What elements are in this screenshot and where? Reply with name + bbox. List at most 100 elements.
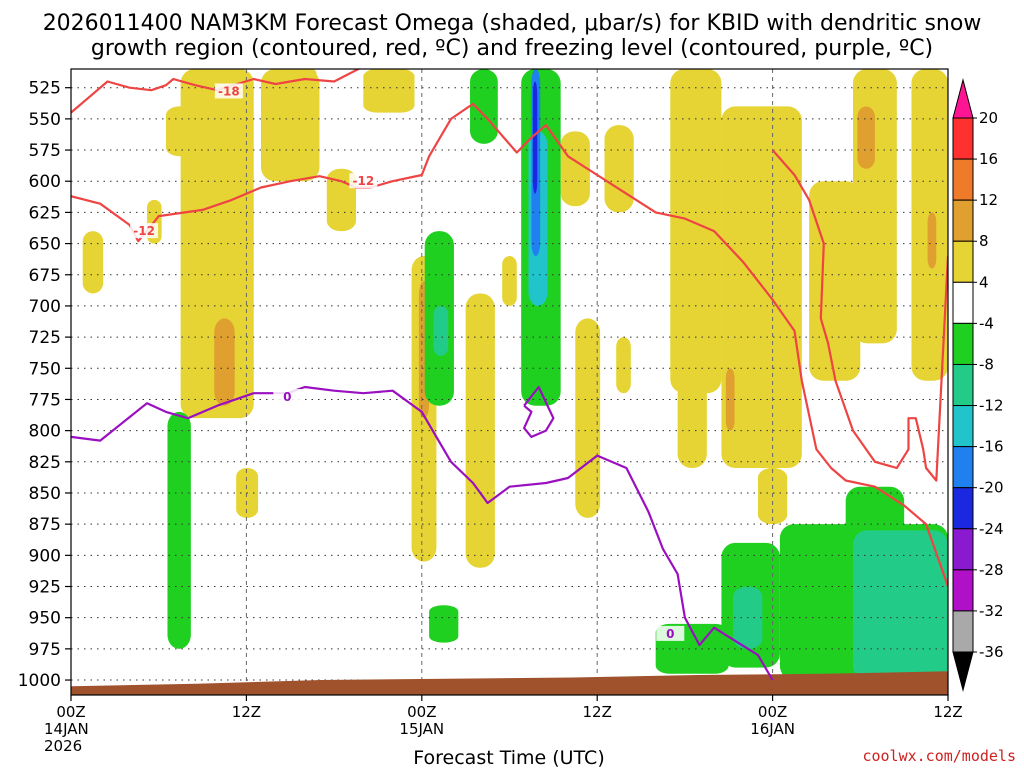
x-tick-label-24-1: 15JAN <box>399 720 444 738</box>
omega-shade-orange-21 <box>725 368 735 431</box>
colorbar-segment-12 <box>952 158 974 201</box>
colorbar-label--8: -8 <box>979 355 994 373</box>
colorbar-label--12: -12 <box>979 397 1004 415</box>
omega-shade-yellow-11 <box>465 293 495 568</box>
contour-line-1 <box>71 102 948 587</box>
x-tick-label-0-1: 14JAN <box>44 720 89 738</box>
omega-shade-yellow-15 <box>575 318 601 518</box>
contour-label-0: -18 <box>218 84 240 98</box>
y-tick-label-775: 775 <box>29 390 61 410</box>
colorbar-label--32: -32 <box>979 602 1004 620</box>
y-tick-label-950: 950 <box>29 609 61 629</box>
y-axis-ticks: 525 550 575 600 625 650 675 700 725 750 775 800 825 8… <box>18 79 71 691</box>
omega-shade-yellow-23 <box>809 181 861 381</box>
colorbar-segment--8 <box>952 322 974 365</box>
terrain-layer <box>71 671 948 695</box>
x-tick-label-48-0: 00Z <box>758 703 787 721</box>
terrain-surface <box>71 671 948 695</box>
x-tick-label-0-2: 2026 <box>44 737 82 755</box>
y-tick-label-800: 800 <box>29 422 61 442</box>
omega-shade-teal-42 <box>852 530 948 681</box>
omega-shade-yellow-19 <box>677 380 707 469</box>
y-tick-label-975: 975 <box>29 640 61 660</box>
y-tick-label-575: 575 <box>29 141 61 161</box>
contour-layer <box>71 69 948 681</box>
y-tick-label-725: 725 <box>29 328 61 348</box>
colorbar-segment-4 <box>952 240 974 283</box>
colorbar-label--28: -28 <box>979 561 1004 579</box>
omega-shade-green-33 <box>429 605 459 643</box>
contour-label-layer: -18 -12 -12 0 0 <box>130 83 685 641</box>
colorbar-label-12: 12 <box>979 191 998 209</box>
colorbar: 20 16 12 8 4 -4 -8 -12 -16 -20 -24 -28 -32 -36 <box>952 78 1004 692</box>
colorbar-label--4: -4 <box>979 314 994 332</box>
colorbar-segment--4 <box>952 281 974 324</box>
omega-shade-yellow-0 <box>180 69 254 419</box>
y-tick-label-600: 600 <box>29 172 61 192</box>
colorbar-segment--28 <box>952 528 974 571</box>
omega-shade-yellow-17 <box>616 337 631 394</box>
contour-label-4: 0 <box>666 627 674 641</box>
y-tick-label-750: 750 <box>29 359 61 379</box>
colorbar-segment--16 <box>952 405 974 448</box>
contour-line-3 <box>71 385 774 681</box>
colorbar-bottom-triangle <box>952 651 974 692</box>
omega-shade-yellow-12 <box>502 256 517 306</box>
x-tick-label-60-0: 12Z <box>933 703 962 721</box>
omega-shade-orange-2 <box>214 318 235 406</box>
colorbar-label--36: -36 <box>979 643 1004 661</box>
x-tick-label-36-0: 12Z <box>583 703 612 721</box>
grid-layer <box>71 69 948 695</box>
x-axis-label: Forecast Time (UTC) <box>413 747 604 768</box>
y-tick-label-1000: 1000 <box>18 671 61 691</box>
contour-label-3: 0 <box>283 390 291 404</box>
plot-frame <box>70 68 949 696</box>
y-tick-label-625: 625 <box>29 203 61 223</box>
y-tick-label-525: 525 <box>29 79 61 99</box>
contour-line-4 <box>522 385 555 438</box>
colorbar-segment--20 <box>952 446 974 489</box>
chart-title-line1: 2026011400 NAM3KM Forecast Omega (shaded… <box>43 11 982 36</box>
x-tick-label-24-0: 00Z <box>407 703 436 721</box>
contour-label-2: -12 <box>133 224 155 238</box>
colorbar-label--24: -24 <box>979 520 1004 538</box>
omega-shade-yellow-28 <box>304 69 317 94</box>
y-tick-label-825: 825 <box>29 453 61 473</box>
contour-label-bg-3 <box>273 388 302 404</box>
chart-title-line2: growth region (contoured, red, ºC) and f… <box>91 36 933 61</box>
omega-shade-yellow-3 <box>261 69 320 182</box>
contour-label-bg-2 <box>130 223 159 239</box>
colorbar-label-16: 16 <box>979 150 998 168</box>
colorbar-label-8: 8 <box>979 232 989 250</box>
omega-shading-layer <box>82 69 948 681</box>
omega-shade-green-29 <box>167 411 191 649</box>
colorbar-segment-8 <box>952 199 974 242</box>
colorbar-label-20: 20 <box>979 109 998 127</box>
y-tick-label-675: 675 <box>29 266 61 286</box>
omega-shade-yellow-14 <box>560 131 590 207</box>
colorbar-segment--36 <box>952 610 974 653</box>
omega-shade-dark_blue-37 <box>532 81 538 194</box>
x-tick-label-12-0: 12Z <box>232 703 261 721</box>
y-tick-label-850: 850 <box>29 484 61 504</box>
omega-shade-yellow-5 <box>363 69 415 113</box>
x-tick-label-0-0: 00Z <box>56 703 85 721</box>
contour-line-0 <box>71 69 361 114</box>
omega-shade-orange-27 <box>927 212 937 269</box>
x-tick-label-48-1: 16JAN <box>750 720 795 738</box>
omega-shade-green-32 <box>470 69 498 144</box>
omega-shade-yellow-1 <box>166 106 196 157</box>
colorbar-segment--24 <box>952 487 974 530</box>
colorbar-segment--12 <box>952 363 974 407</box>
contour-label-bg-4 <box>656 625 685 641</box>
y-tick-label-925: 925 <box>29 578 61 598</box>
omega-shade-teal-31 <box>433 305 449 356</box>
omega-shade-yellow-6 <box>82 231 104 294</box>
source-credit: coolwx.com/models <box>862 747 1016 765</box>
omega-shade-yellow-16 <box>604 125 634 213</box>
colorbar-segment--32 <box>952 569 974 612</box>
y-tick-label-875: 875 <box>29 515 61 535</box>
y-tick-label-900: 900 <box>29 546 61 566</box>
